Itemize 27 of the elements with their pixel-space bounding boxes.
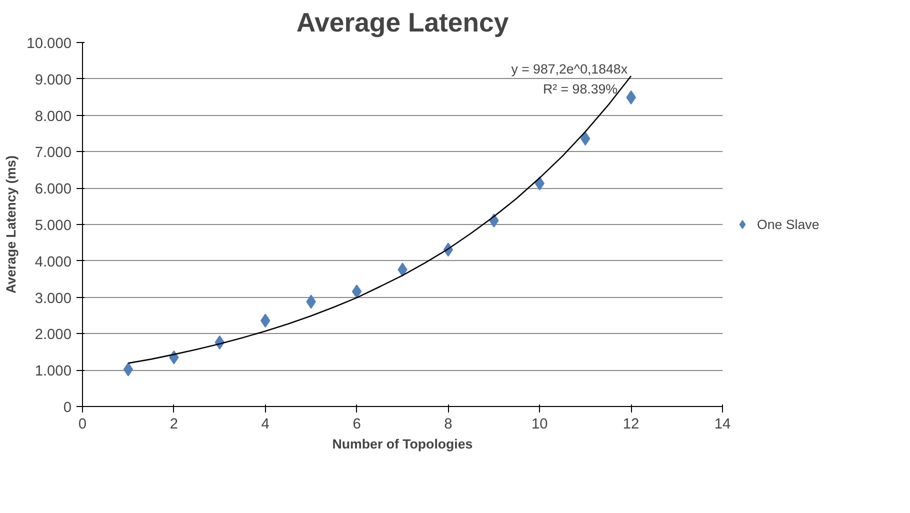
y-tick-label: 0 <box>63 400 72 416</box>
x-tick-label: 4 <box>261 416 270 432</box>
legend-label: One Slave <box>757 216 820 232</box>
y-tick-label: 10.000 <box>26 36 72 52</box>
x-tick-label: 2 <box>170 416 178 432</box>
y-tick-label: 3.000 <box>34 290 72 307</box>
y-tick-label: 4.000 <box>34 254 72 270</box>
point <box>123 362 134 376</box>
x-tick-label: 8 <box>444 416 452 432</box>
y-tick-label: 1.000 <box>34 364 72 380</box>
x-tick-label: 6 <box>352 416 361 432</box>
y-tick-label: 8.000 <box>34 108 72 125</box>
x-tick-label: 10 <box>531 416 548 432</box>
point <box>352 284 362 298</box>
x-tick-label: 0 <box>78 416 87 432</box>
y-tick-label: 2.000 <box>34 327 72 344</box>
y-tick-label: 7.000 <box>34 145 72 162</box>
y-tick-label: 5.000 <box>34 218 72 234</box>
annotation: y = 987,2e^0,1848x <box>511 62 628 76</box>
annotation: R² = 98.39% <box>543 82 618 96</box>
x-axis-title: Number of Topologies <box>332 436 473 452</box>
chart-title: Average Latency <box>296 8 509 38</box>
x-tick-label: 14 <box>714 416 731 432</box>
y-axis-title: Average Latency (ms) <box>4 155 19 294</box>
x-tick-label: 12 <box>622 416 640 432</box>
y-tick-label: 9.000 <box>34 72 72 88</box>
y-tick-label: 6.000 <box>34 182 72 198</box>
